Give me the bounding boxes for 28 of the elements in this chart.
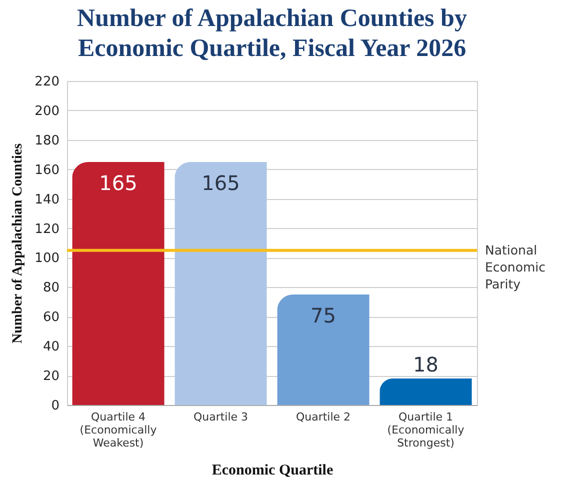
- data-label: 18: [413, 352, 438, 376]
- y-tick-label: 120: [34, 222, 60, 237]
- data-label: 165: [99, 171, 138, 195]
- x-tick-label: Quartile 4 (Economically Weakest): [80, 410, 158, 450]
- bar: [277, 294, 370, 405]
- y-tick-label: 220: [34, 74, 60, 90]
- y-tick-label: 0: [51, 398, 60, 414]
- x-tick-label: Quartile 2: [296, 410, 351, 424]
- chart-title: Number of Appalachian Counties by Economic Quartile, Fiscal Year 2026: [77, 5, 468, 62]
- x-tick-label: Quartile 3: [193, 410, 248, 424]
- y-tick-label: 80: [42, 280, 60, 296]
- y-tick-label: 200: [34, 104, 60, 119]
- y-tick-label: 100: [34, 251, 60, 266]
- data-label: 75: [310, 304, 336, 328]
- bar: [174, 162, 267, 405]
- data-label: 165: [202, 171, 240, 195]
- y-tick-label: 180: [34, 133, 60, 148]
- y-tick-label: 140: [34, 192, 60, 208]
- bar: [380, 378, 472, 405]
- x-axis-title: Economic Quartile: [212, 462, 334, 478]
- x-tick-label: Quartile 1 (Economically Strongest): [387, 410, 465, 450]
- y-tick-label: 160: [34, 162, 60, 178]
- bar: [72, 162, 164, 405]
- ref-line-label: National Economic Parity: [485, 242, 546, 292]
- y-tick-label: 60: [42, 310, 60, 326]
- y-tick-label: 40: [42, 340, 60, 355]
- y-axis-title: Number of Appalachian Counties: [10, 142, 26, 344]
- y-tick-label: 20: [42, 369, 60, 384]
